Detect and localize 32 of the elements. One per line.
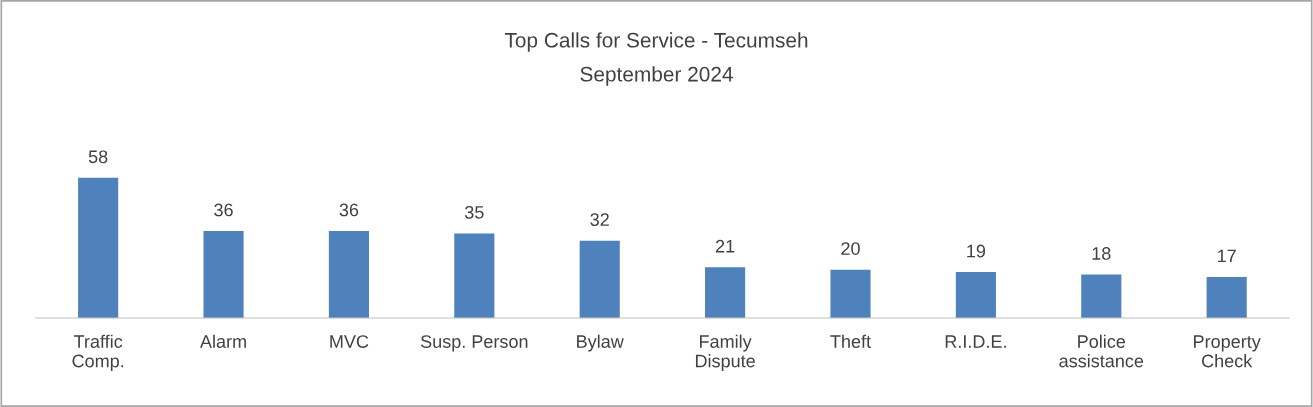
data-label: 32 bbox=[590, 213, 609, 226]
chart-subtitle: September 2024 bbox=[580, 66, 733, 86]
x-tick-label: Alarm bbox=[200, 334, 246, 348]
data-label: 20 bbox=[841, 242, 860, 255]
data-label: 17 bbox=[1218, 249, 1236, 263]
bar bbox=[203, 231, 244, 318]
bar bbox=[955, 272, 996, 318]
x-tick-label: Susp. Person bbox=[420, 335, 528, 352]
chart-title: Top Calls for Service - Tecumseh bbox=[504, 32, 808, 52]
data-label: 35 bbox=[464, 205, 484, 219]
bar bbox=[454, 233, 495, 318]
bar bbox=[1081, 274, 1122, 318]
bar bbox=[1206, 276, 1247, 318]
data-label: 21 bbox=[715, 239, 735, 253]
x-tick-label: R.I.D.E. bbox=[945, 335, 1006, 348]
bar bbox=[328, 231, 369, 318]
x-tick-label: MVC bbox=[330, 335, 369, 348]
x-tick-label: Theft bbox=[830, 334, 871, 348]
bar bbox=[830, 269, 871, 318]
x-tick-label: Family Dispute bbox=[695, 334, 755, 371]
bar bbox=[579, 240, 620, 318]
x-tick-label: Bylaw bbox=[577, 334, 624, 352]
x-tick-label: Police assistance bbox=[1059, 334, 1144, 368]
bar bbox=[705, 267, 746, 318]
data-label: 19 bbox=[967, 244, 986, 258]
bar bbox=[78, 177, 119, 318]
data-label: 18 bbox=[1092, 247, 1111, 260]
x-tick-label: Traffic Comp. bbox=[72, 334, 124, 371]
data-label: 36 bbox=[339, 203, 359, 217]
data-label: 36 bbox=[214, 203, 233, 217]
x-tick-label: Property Check bbox=[1194, 335, 1261, 368]
data-label: 58 bbox=[88, 150, 108, 164]
